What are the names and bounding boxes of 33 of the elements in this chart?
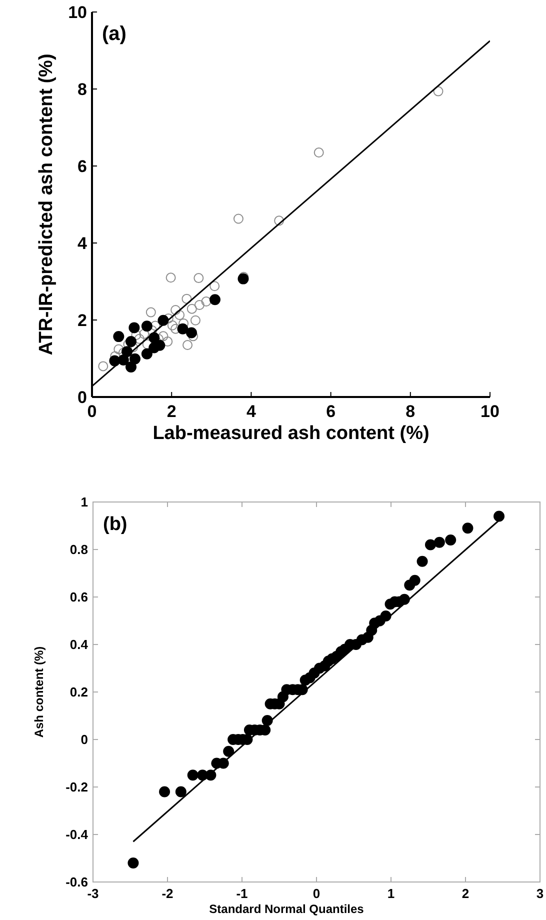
y-tick-label: 1	[80, 494, 88, 510]
y-axis-title: ATR-IR-predicted ash content (%)	[36, 54, 57, 356]
y-tick-label: -0.4	[66, 827, 89, 842]
x-tick-label: 2	[166, 402, 176, 421]
y-tick-label: -0.2	[66, 780, 88, 795]
y-tick-label: 0.8	[70, 542, 88, 558]
x-tick-label: 4	[246, 402, 256, 421]
x-axis-title: Standard Normal Quantiles	[209, 902, 364, 916]
y-tick-label: 0	[78, 388, 87, 407]
y-tick-label: 10	[68, 2, 87, 22]
x-tick-label: 1	[387, 886, 395, 901]
y-tick-label: 0.6	[70, 590, 88, 605]
x-tick-label: 3	[536, 886, 544, 901]
x-tick-label: 10	[480, 402, 500, 421]
y-tick-label: 4	[78, 234, 88, 253]
x-axis-title: Lab-measured ash content (%)	[152, 423, 430, 444]
y-tick-label: 0	[80, 732, 88, 748]
x-tick-label: -3	[87, 886, 99, 901]
annotation: (a)	[102, 23, 126, 45]
y-tick-label: 2	[78, 310, 87, 330]
y-tick-label: -0.6	[66, 874, 88, 890]
x-tick-label: 2	[462, 886, 470, 901]
x-tick-label: 6	[326, 402, 336, 421]
x-tick-label: -1	[236, 886, 248, 901]
y-tick-label: 8	[78, 80, 87, 99]
y-tick-label: 0.2	[70, 684, 88, 700]
y-tick-label: 6	[78, 156, 87, 176]
x-tick-label: -2	[162, 886, 174, 901]
y-tick-label: 0.4	[70, 637, 89, 652]
y-axis-title: Ash content (%)	[32, 646, 46, 738]
x-tick-label: 0	[312, 886, 320, 901]
annotation: (b)	[103, 514, 128, 535]
x-tick-label: 8	[406, 402, 416, 421]
